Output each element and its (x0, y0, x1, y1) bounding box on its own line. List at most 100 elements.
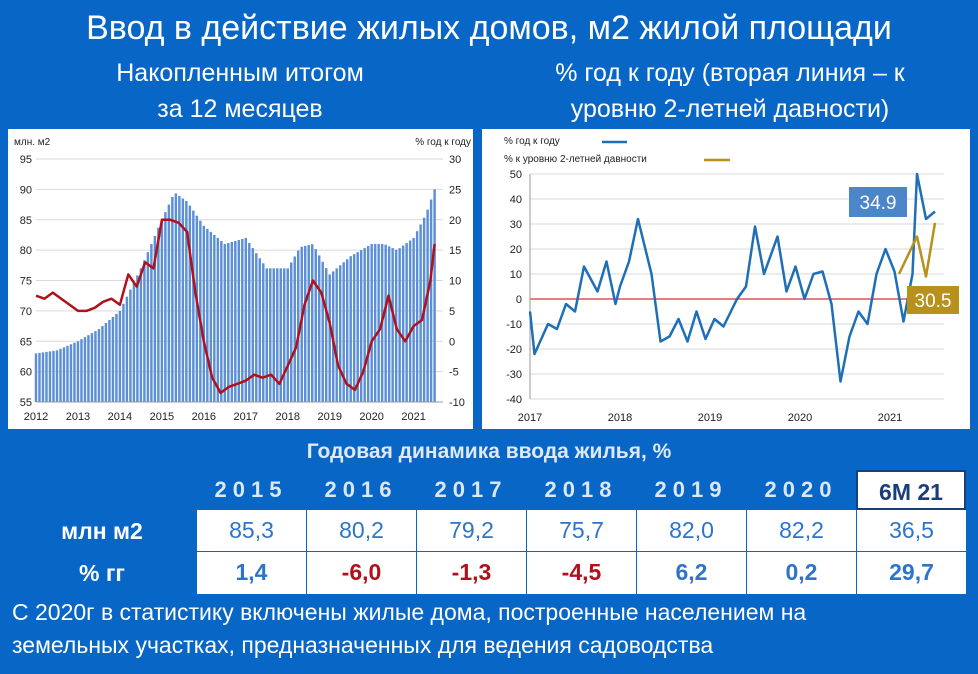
left-chart-bar (391, 248, 394, 402)
left-chart-bar (338, 265, 342, 402)
left-chart-bar (408, 240, 412, 402)
left-chart-bar (293, 256, 296, 402)
left-chart-bar (129, 289, 132, 402)
left-chart-bar (359, 250, 363, 402)
right-chart-ytick: 0 (516, 294, 522, 306)
left-chart-xtick: 2018 (276, 411, 300, 423)
left-chart-bar (62, 347, 66, 402)
left-chart-bar (115, 313, 118, 402)
left-chart-bar (349, 256, 352, 402)
left-chart-bar (69, 344, 73, 402)
left-chart-xtick: 2014 (108, 411, 132, 423)
left-chart-bar (255, 253, 258, 402)
left-chart-bar (188, 205, 192, 402)
left-chart-xtick: 2021 (401, 411, 425, 423)
right-chart-legend-label: % к уровню 2-летней давности (504, 154, 647, 165)
right-chart-ytick: 30 (510, 219, 522, 231)
left-chart-subtitle-line1: Накопленным итогом (116, 59, 364, 87)
left-chart-bar (185, 201, 188, 402)
left-chart-bar (363, 248, 366, 402)
left-chart-bar (164, 212, 167, 402)
right-chart-yoy-line (528, 172, 936, 383)
left-chart-bar (244, 237, 248, 402)
left-chart-bar (108, 319, 111, 402)
left-chart-bar (48, 351, 52, 402)
right-chart-callout-blue (849, 187, 907, 217)
left-chart-bar (192, 210, 195, 402)
left-chart-bar (171, 196, 174, 402)
left-chart-bar (265, 268, 268, 402)
left-chart-bar (97, 329, 101, 402)
left-chart-bar (143, 260, 146, 402)
left-chart-bar (384, 244, 387, 402)
right-chart-ytick: 50 (510, 169, 522, 181)
table-cell-yoy: 0,2 (746, 552, 856, 594)
left-chart-bar (223, 244, 227, 402)
left-chart-ytick-left: 65 (20, 336, 32, 348)
left-chart-bar (405, 243, 408, 402)
left-chart-bar (216, 237, 220, 402)
left-chart-ytick-right: 0 (449, 336, 455, 348)
left-chart-bar (237, 240, 241, 402)
left-chart-bar (118, 310, 122, 402)
left-chart-bar (290, 262, 293, 402)
left-chart-xtick: 2019 (317, 411, 341, 423)
left-chart-ytick-left: 90 (20, 184, 32, 196)
table-cell-volume: 36,5 (856, 510, 966, 552)
left-chart-ytick-right: 20 (449, 215, 461, 227)
left-chart-bar (73, 342, 76, 402)
left-chart-bar (279, 268, 282, 402)
left-chart-subtitle-line2: за 12 месяцев (157, 95, 323, 123)
left-chart-bar (83, 337, 87, 402)
left-chart-bar (377, 244, 380, 402)
left-chart-bar (209, 231, 213, 402)
left-chart-bar (34, 353, 38, 402)
left-chart-xtick: 2016 (192, 411, 216, 423)
left-chart-ytick-left: 75 (20, 276, 32, 288)
left-chart-bar (146, 252, 150, 402)
right-chart-xtick: 2021 (878, 412, 902, 424)
left-chart-bar (373, 244, 377, 402)
table-year-header: 2017 (434, 477, 508, 502)
left-chart-bar (59, 348, 62, 402)
left-chart-bar (262, 263, 265, 402)
left-chart-ytick-right: 15 (449, 245, 461, 257)
left-chart-bar (415, 231, 419, 402)
left-chart-bar (317, 255, 321, 402)
left-chart-bar (213, 234, 216, 402)
left-chart-bar (94, 331, 97, 402)
left-chart-bar (38, 352, 41, 402)
right-chart-xtick: 2019 (698, 412, 722, 424)
left-chart-bar (181, 198, 185, 402)
left-chart-bar (66, 345, 69, 402)
right-chart-ytick: -10 (506, 319, 522, 331)
right-chart: -40 -30 -20 -10 0 10 20 30 40 50 % год к году % к у… (504, 136, 959, 424)
table-year-header: 2020 (764, 477, 838, 502)
right-chart-ytick: 10 (510, 269, 522, 281)
left-chart-bar (272, 268, 275, 402)
left-chart-bar (76, 341, 80, 402)
table-cell-yoy: 1,4 (196, 552, 306, 594)
right-chart-callout-blue-text: 34.9 (860, 193, 897, 214)
left-chart-xtick: 2013 (66, 411, 90, 423)
left-chart-bar (286, 268, 289, 402)
right-chart-panel: -40 -30 -20 -10 0 10 20 30 40 50 % год к году % к у… (482, 129, 970, 429)
left-chart-ytick-right: -5 (449, 367, 459, 379)
left-chart-bar (136, 275, 139, 402)
table-cell-yoy: -1,3 (416, 552, 526, 594)
left-chart-bar (52, 350, 55, 402)
right-chart-callout-gold-text: 30.5 (915, 291, 952, 312)
left-chart-ytick-right: -10 (449, 397, 465, 409)
left-chart-bar (122, 303, 125, 402)
right-chart-xtick: 2018 (608, 412, 632, 424)
table-cell-yoy: -6,0 (306, 552, 416, 594)
table-cell-yoy: -4,5 (526, 552, 636, 594)
left-chart-bar (202, 225, 206, 402)
left-chart-bar (55, 350, 59, 402)
left-chart-ytick-right: 5 (449, 306, 455, 318)
table-cell-volume: 75,7 (526, 510, 636, 552)
left-chart-bar (276, 268, 279, 402)
left-chart-bar (345, 259, 349, 402)
left-chart-panel: 55 60 65 70 75 80 85 90 95 -10 -5 0 5 10 15 20 25 30 млн. … (8, 129, 473, 429)
footnote-line2: земельных участках, предназначенных для … (12, 632, 714, 658)
